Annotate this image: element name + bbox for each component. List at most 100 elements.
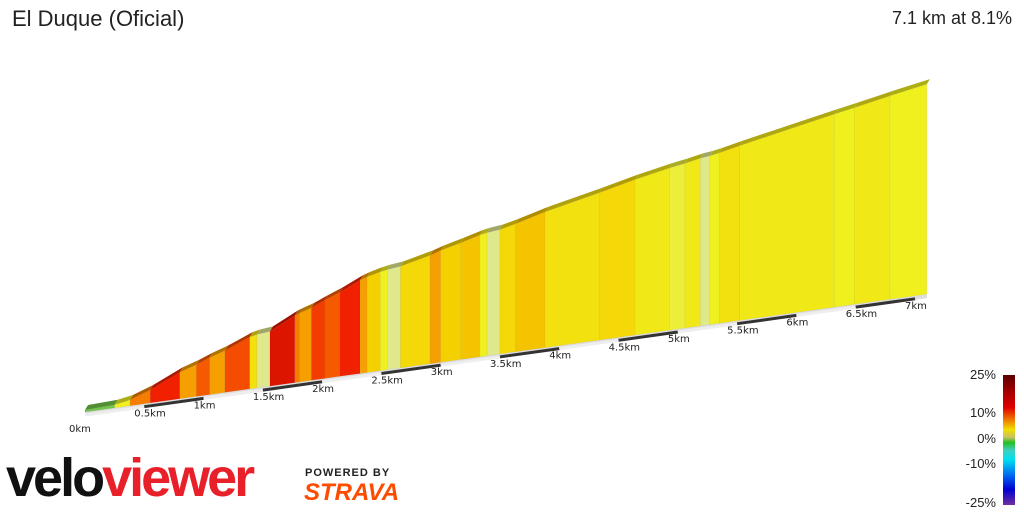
segment-top-surface <box>834 102 858 115</box>
segment-top-surface <box>294 308 303 316</box>
gradient-color-scale <box>1003 375 1015 505</box>
distance-scale-segment <box>381 363 441 375</box>
distance-scale-segment <box>203 388 264 400</box>
segment-top-surface <box>684 153 704 164</box>
legend-label-minus10: -10% <box>965 456 996 471</box>
strava-logo[interactable]: STRAVA <box>304 479 400 506</box>
distance-scale-segment <box>559 338 619 351</box>
gradient-segment <box>209 350 226 395</box>
segment-top-surface <box>400 250 434 267</box>
distance-tick-label: 2.5km <box>371 376 402 387</box>
distance-tick-label: 2km <box>312 384 334 395</box>
segment-top-surface <box>311 295 328 308</box>
distance-scale-segment <box>677 322 738 334</box>
gradient-segment <box>479 232 488 358</box>
distance-tick-label: 3.5km <box>490 359 521 370</box>
distance-tick-label: 6km <box>786 317 808 328</box>
gradient-segment <box>486 229 501 357</box>
gradient-segment <box>311 299 325 381</box>
segment-top-surface <box>387 261 404 270</box>
gradient-segment <box>379 269 388 371</box>
distance-scale-segment <box>144 396 204 409</box>
segment-top-surface <box>367 266 384 277</box>
gradient-segment <box>366 271 381 373</box>
segment-top-surface <box>515 206 549 224</box>
segment-top-surface <box>669 158 688 168</box>
legend-label-0: 0% <box>977 431 996 446</box>
distance-tick-label: 5km <box>668 334 690 345</box>
veloviewer-logo[interactable]: veloviewer <box>6 448 255 508</box>
segment-top-surface <box>709 147 723 156</box>
gradient-segment <box>249 334 258 390</box>
segment-top-surface <box>85 399 118 410</box>
segment-top-surface <box>269 310 298 332</box>
legend-label-10: 10% <box>969 405 996 420</box>
segment-top-surface <box>249 329 260 338</box>
segment-top-surface <box>500 218 519 230</box>
gradient-segment <box>294 312 300 383</box>
climb-title: El Duque (Oficial) <box>12 6 185 31</box>
distance-tick-label: 6.5km <box>846 309 877 320</box>
gradient-segment <box>544 192 600 348</box>
gradient-segment <box>339 279 361 377</box>
distance-scale-segment <box>321 372 382 384</box>
legend-label-minus25: -25% <box>965 495 996 510</box>
distance-tick-label: 0km <box>69 424 91 435</box>
segment-top-surface <box>209 345 228 358</box>
segment-top-surface <box>635 162 673 180</box>
gradient-segment <box>719 145 740 324</box>
segment-top-surface <box>114 394 134 405</box>
distance-tick-label: 3km <box>431 367 453 378</box>
gradient-segment <box>299 307 312 383</box>
gradient-segment <box>889 83 928 300</box>
segment-top-surface <box>130 384 154 400</box>
gradient-segment <box>149 371 181 404</box>
distance-scale-segment <box>736 313 797 326</box>
gradient-segment <box>634 167 670 336</box>
distance-tick-label: 4km <box>549 351 571 362</box>
segment-top-surface <box>440 237 464 251</box>
gradient-segment <box>834 107 855 308</box>
gradient-segment <box>429 250 441 364</box>
gradient-segment <box>359 276 368 374</box>
gradient-segment <box>700 155 711 327</box>
gradient-segment <box>256 330 271 389</box>
distance-tick-label: 4.5km <box>609 342 640 353</box>
segment-top-surface <box>256 326 273 335</box>
distance-scale-segment <box>796 305 856 317</box>
distance-tick-label: 0.5km <box>134 409 165 420</box>
gradient-segment <box>324 291 341 379</box>
distance-tick-label: 5.5km <box>727 326 758 337</box>
gradient-segment <box>515 211 546 353</box>
segment-top-surface <box>380 264 391 272</box>
distance-tick-label: 1.5km <box>253 392 284 403</box>
gradient-segment <box>599 179 636 341</box>
distance-scale-segment <box>855 297 916 309</box>
segment-top-surface <box>700 150 713 159</box>
distance-tick-label: 1km <box>194 400 216 411</box>
segment-top-surface <box>430 245 444 256</box>
segment-top-surface <box>739 109 838 146</box>
segment-top-surface <box>719 140 743 153</box>
segment-top-surface <box>890 79 930 96</box>
gradient-segment <box>460 234 481 360</box>
distance-scale-segment <box>618 330 679 342</box>
segment-top-surface <box>599 174 639 193</box>
segment-top-surface <box>545 187 603 212</box>
distance-scale-segment <box>84 405 145 417</box>
gradient-segment <box>739 113 835 321</box>
segment-top-surface <box>196 352 213 365</box>
segment-top-surface <box>360 271 371 281</box>
gradient-segment <box>387 266 401 370</box>
segment-top-surface <box>854 90 894 108</box>
gradient-segment <box>440 242 462 363</box>
segment-top-surface <box>150 367 183 390</box>
segment-top-surface <box>299 302 315 314</box>
segment-top-surface <box>460 230 483 243</box>
gradient-segment <box>669 163 686 331</box>
distance-scale-segment <box>499 347 560 359</box>
gradient-segment <box>684 157 701 329</box>
segment-top-surface <box>179 359 200 373</box>
segment-top-surface <box>324 287 343 301</box>
